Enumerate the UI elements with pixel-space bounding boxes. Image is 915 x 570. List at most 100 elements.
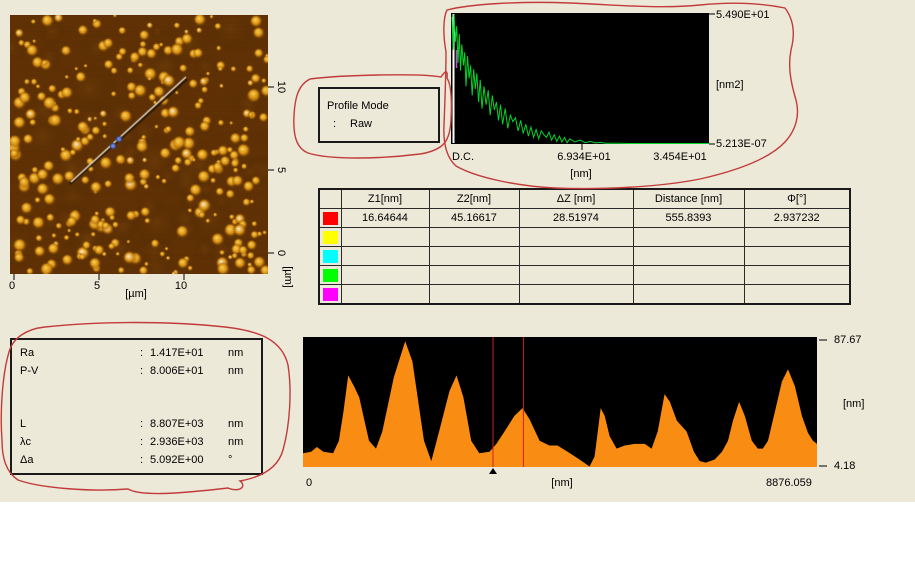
profile-y-unit-label: [nm]	[843, 398, 865, 410]
table-cell	[632, 227, 745, 247]
psd-y-max-label: 5.490E+01	[716, 9, 770, 21]
table-row[interactable]	[318, 265, 851, 285]
col-header-phi: Φ[°]	[743, 188, 851, 209]
stat-row-pv: P-V : 8.006E+01 nm	[12, 365, 261, 379]
afm-axis-ticks	[13, 86, 274, 280]
table-row[interactable]	[318, 227, 851, 247]
row-color-swatch[interactable]	[322, 268, 338, 282]
workspace-background: 10 5 0 [µm] 0 5 10 [µm] Profile Mode : R…	[0, 0, 915, 502]
profile-y-min-label: 4.18	[834, 460, 856, 472]
roughness-stats-box: Ra : 1.417E+01 nm P-V : 8.006E+01 nm L :…	[10, 338, 263, 475]
table-cell	[518, 284, 634, 305]
afm-y-tick-5: 5	[275, 167, 287, 173]
afm-y-tick-0: 0	[275, 250, 287, 256]
row-color-swatch[interactable]	[322, 249, 338, 263]
table-row[interactable]: 16.64644 45.16617 28.51974 555.8393 2.93…	[318, 208, 851, 228]
psd-plot-background	[451, 13, 709, 144]
profile-ticks	[819, 339, 827, 467]
table-cell: 555.8393	[632, 208, 745, 228]
profile-cursor-marker[interactable]	[488, 468, 497, 474]
stat-row-l: L : 8.807E+03 nm	[12, 418, 261, 432]
stat-value: 2.936E+03	[150, 436, 204, 448]
stat-label: λc	[20, 436, 31, 448]
table-cell	[518, 265, 634, 285]
profile-x-min-label: 0	[306, 477, 313, 489]
col-header-dz: ΔZ [nm]	[518, 188, 634, 209]
table-header-row: Z1[nm] Z2[nm] ΔZ [nm] Distance [nm] Φ[°]	[318, 188, 851, 209]
stat-value: 1.417E+01	[150, 347, 204, 359]
psd-x-tick-dc: D.C.	[452, 151, 474, 163]
psd-y-unit-label: [nm2]	[716, 79, 744, 91]
table-cell	[428, 265, 520, 285]
table-row[interactable]	[318, 284, 851, 305]
stat-unit: nm	[228, 347, 244, 359]
stat-separator: :	[140, 365, 144, 377]
table-cell: 16.64644	[340, 208, 430, 228]
table-corner-cell	[318, 188, 342, 209]
afm-x-tick-0: 0	[8, 280, 16, 292]
table-cell	[518, 246, 634, 266]
afm-y-axis-labels: 10 5 0 [µm]	[275, 81, 294, 288]
row-color-swatch[interactable]	[322, 287, 338, 301]
table-cell	[632, 284, 745, 305]
afm-y-tick-10: 10	[275, 81, 287, 93]
stat-separator: :	[140, 436, 144, 448]
table-cell: 2.937232	[743, 208, 851, 228]
table-cell	[340, 284, 430, 305]
psd-x-tick-mid: 6.934E+01	[557, 151, 611, 163]
table-cell	[518, 227, 634, 247]
table-cell	[340, 246, 430, 266]
stat-unit: nm	[228, 418, 244, 430]
row-color-swatch[interactable]	[322, 211, 338, 225]
afm-y-unit-label: [µm]	[282, 266, 294, 288]
table-cell	[632, 265, 745, 285]
profile-mode-title: Profile Mode	[327, 100, 389, 112]
table-cell	[632, 246, 745, 266]
table-row[interactable]	[318, 246, 851, 266]
profile-x-unit-label: [nm]	[551, 477, 573, 489]
psd-y-min-label: 5.213E-07	[716, 138, 767, 150]
stat-separator: :	[140, 347, 144, 359]
table-cell: 28.51974	[518, 208, 634, 228]
profile-x-max-label: 8876.059	[766, 477, 812, 489]
stat-separator: :	[140, 454, 144, 466]
table-cell: 45.16617	[428, 208, 520, 228]
stat-label: P-V	[20, 365, 39, 377]
table-cell	[428, 227, 520, 247]
profile-area	[303, 341, 817, 467]
table-cell	[340, 265, 430, 285]
table-cell	[340, 227, 430, 247]
stat-separator: :	[140, 418, 144, 430]
col-header-distance: Distance [nm]	[632, 188, 745, 209]
table-cell	[428, 284, 520, 305]
profile-y-max-label: 87.67	[834, 334, 862, 346]
line-profile-plot	[303, 337, 827, 474]
stat-label: Ra	[20, 347, 35, 359]
stat-row-delta-a: Δa : 5.092E+00 °	[12, 454, 261, 468]
stat-row-lambda-c: λc : 2.936E+03 nm	[12, 436, 261, 450]
table-cell	[743, 246, 851, 266]
stat-unit: °	[228, 454, 233, 466]
afm-x-tick-5: 5	[93, 280, 101, 292]
profile-mode-value: Raw	[350, 118, 373, 130]
stat-value: 8.807E+03	[150, 418, 204, 430]
col-header-z2: Z2[nm]	[428, 188, 520, 209]
stat-unit: nm	[228, 436, 244, 448]
stat-value: 8.006E+01	[150, 365, 204, 377]
table-cell	[428, 246, 520, 266]
table-cell	[743, 227, 851, 247]
stat-label: L	[20, 418, 27, 430]
table-cell	[743, 284, 851, 305]
afm-x-unit-label: [µm]	[125, 288, 147, 300]
psd-x-tick-right: 3.454E+01	[653, 151, 707, 163]
afm-x-tick-10: 10	[174, 280, 188, 292]
stat-row-ra: Ra : 1.417E+01 nm	[12, 347, 261, 361]
stat-unit: nm	[228, 365, 244, 377]
col-header-z1: Z1[nm]	[340, 188, 430, 209]
table-cell	[743, 265, 851, 285]
stat-label: Δa	[20, 454, 34, 466]
row-color-swatch[interactable]	[322, 230, 338, 244]
stat-value: 5.092E+00	[150, 454, 204, 466]
afm-topography-image[interactable]	[10, 15, 268, 274]
